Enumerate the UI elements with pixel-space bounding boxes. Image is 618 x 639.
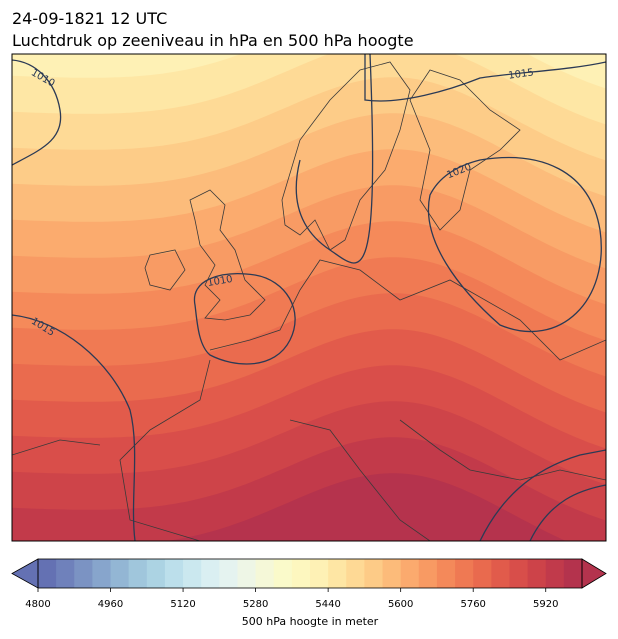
colorbar-extend-high	[581, 558, 607, 589]
colorbar-segment	[74, 559, 93, 588]
colorbar-label: 500 hPa hoogte in meter	[242, 615, 379, 628]
tick-label: 5760	[460, 599, 485, 610]
colorbar-segment	[436, 559, 456, 588]
colorbar-segment	[545, 559, 565, 588]
colorbar-segment	[237, 559, 257, 588]
colorbar-segment	[418, 559, 438, 588]
tick-label: 5600	[388, 599, 413, 610]
tick-label: 5120	[170, 599, 195, 610]
tick-label: 4800	[25, 599, 50, 610]
map: 1010 1015 1020 1010 1015	[12, 54, 606, 541]
colorbar-segment	[92, 559, 112, 588]
colorbar: 4800 4960 5120 5280 5440 5600 5760 5920 500 hPa …	[11, 558, 607, 628]
subtitle: Luchtdruk op zeeniveau in hPa en 500 hPa…	[12, 31, 414, 50]
colorbar-segment	[110, 559, 130, 588]
colorbar-segment	[527, 559, 547, 588]
tick-label: 5920	[533, 599, 558, 610]
tick-label: 5440	[315, 599, 340, 610]
colorbar-segment	[346, 559, 365, 588]
colorbar-segment	[291, 559, 311, 588]
colorbar-segment	[328, 559, 347, 588]
colorbar-segment	[400, 559, 420, 588]
colorbar-segment	[491, 559, 510, 588]
tick-label: 4960	[98, 599, 123, 610]
colorbar-segment	[364, 559, 384, 588]
colorbar-segment	[38, 559, 57, 588]
isobar-label: 1015	[508, 67, 535, 81]
colorbar-segment	[273, 559, 293, 588]
colorbar-frame	[37, 558, 583, 589]
title: 24-09-1821 12 UTC	[12, 9, 167, 28]
colorbar-extend-low	[11, 558, 39, 589]
isobars	[12, 54, 606, 541]
colorbar-segment	[219, 559, 238, 588]
colorbar-segment	[563, 559, 583, 588]
colorbar-segment	[382, 559, 402, 588]
colorbar-segment	[255, 559, 275, 588]
colorbar-segment	[201, 559, 220, 588]
colorbar-segment	[128, 559, 148, 588]
colorbar-segment	[56, 559, 75, 588]
band	[12, 473, 606, 541]
colorbar-segment	[146, 559, 166, 588]
colorbar-segment	[509, 559, 529, 588]
height-bands	[12, 54, 606, 541]
colorbar-segment	[310, 559, 329, 588]
colorbar-segment	[164, 559, 184, 588]
colorbar-segment	[473, 559, 492, 588]
colorbar-segment	[455, 559, 474, 588]
isobar-label: 1010	[207, 274, 234, 289]
map-frame	[11, 53, 607, 542]
tick-label: 5280	[243, 599, 268, 610]
colorbar-segment	[183, 559, 202, 588]
